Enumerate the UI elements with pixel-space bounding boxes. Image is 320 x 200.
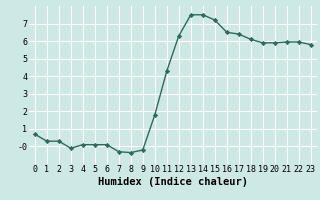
X-axis label: Humidex (Indice chaleur): Humidex (Indice chaleur) [98,177,248,187]
